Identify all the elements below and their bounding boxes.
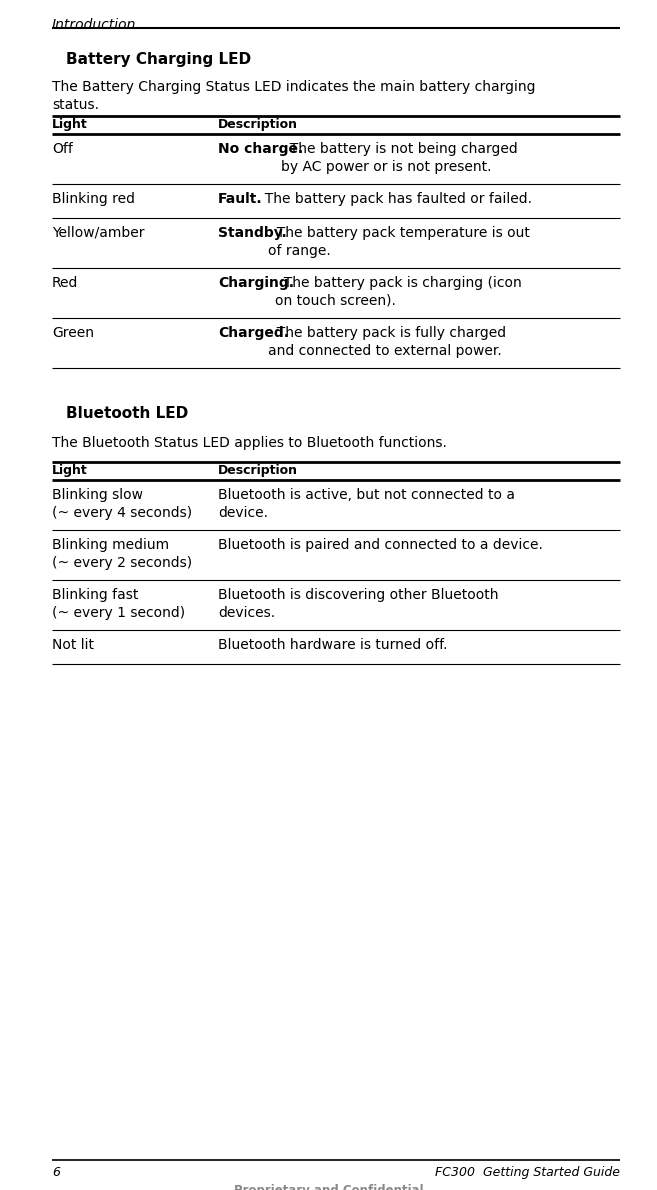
Text: The Bluetooth Status LED applies to Bluetooth functions.: The Bluetooth Status LED applies to Blue… <box>52 436 447 450</box>
Text: The battery is not being charged
by AC power or is not present.: The battery is not being charged by AC p… <box>281 142 518 174</box>
Text: Blinking medium
(~ every 2 seconds): Blinking medium (~ every 2 seconds) <box>52 538 192 570</box>
Text: Charged.: Charged. <box>218 326 289 340</box>
Text: Red: Red <box>52 276 78 290</box>
Text: Standby.: Standby. <box>218 226 286 240</box>
Text: Bluetooth is discovering other Bluetooth
devices.: Bluetooth is discovering other Bluetooth… <box>218 588 499 620</box>
Text: Bluetooth LED: Bluetooth LED <box>66 406 189 421</box>
Text: No charge.: No charge. <box>218 142 304 156</box>
Text: The battery pack is fully charged
and connected to external power.: The battery pack is fully charged and co… <box>269 326 507 358</box>
Text: Charging.: Charging. <box>218 276 294 290</box>
Text: Light: Light <box>52 118 88 131</box>
Text: Introduction: Introduction <box>52 18 137 32</box>
Text: Blinking fast
(~ every 1 second): Blinking fast (~ every 1 second) <box>52 588 185 620</box>
Text: Not lit: Not lit <box>52 638 94 652</box>
Text: Bluetooth is paired and connected to a device.: Bluetooth is paired and connected to a d… <box>218 538 543 552</box>
Text: Description: Description <box>218 464 298 477</box>
Text: Blinking red: Blinking red <box>52 192 135 206</box>
Text: 6: 6 <box>52 1166 60 1179</box>
Text: Description: Description <box>218 118 298 131</box>
Text: Yellow/amber: Yellow/amber <box>52 226 145 240</box>
Text: Light: Light <box>52 464 88 477</box>
Text: Off: Off <box>52 142 73 156</box>
Text: Blinking slow
(~ every 4 seconds): Blinking slow (~ every 4 seconds) <box>52 488 192 520</box>
Text: The battery pack temperature is out
of range.: The battery pack temperature is out of r… <box>269 226 530 258</box>
Text: Green: Green <box>52 326 94 340</box>
Text: The battery pack has faulted or failed.: The battery pack has faulted or failed. <box>256 192 532 206</box>
Text: The Battery Charging Status LED indicates the main battery charging
status.: The Battery Charging Status LED indicate… <box>52 80 535 112</box>
Text: The battery pack is charging (icon
on touch screen).: The battery pack is charging (icon on to… <box>275 276 522 308</box>
Text: FC300  Getting Started Guide: FC300 Getting Started Guide <box>435 1166 620 1179</box>
Text: Fault.: Fault. <box>218 192 263 206</box>
Text: Battery Charging LED: Battery Charging LED <box>66 52 251 67</box>
Text: Bluetooth is active, but not connected to a
device.: Bluetooth is active, but not connected t… <box>218 488 515 520</box>
Text: Proprietary and Confidential: Proprietary and Confidential <box>234 1184 423 1190</box>
Text: Bluetooth hardware is turned off.: Bluetooth hardware is turned off. <box>218 638 447 652</box>
